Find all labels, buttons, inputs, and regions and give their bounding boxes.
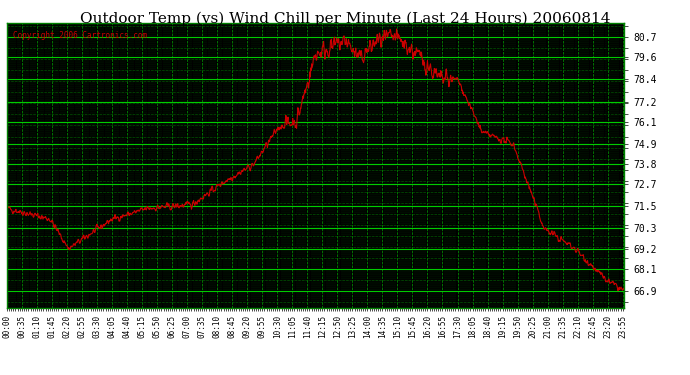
Text: Copyright 2006 Cartronics.com: Copyright 2006 Cartronics.com [13,31,147,40]
Text: Outdoor Temp (vs) Wind Chill per Minute (Last 24 Hours) 20060814: Outdoor Temp (vs) Wind Chill per Minute … [80,11,610,26]
